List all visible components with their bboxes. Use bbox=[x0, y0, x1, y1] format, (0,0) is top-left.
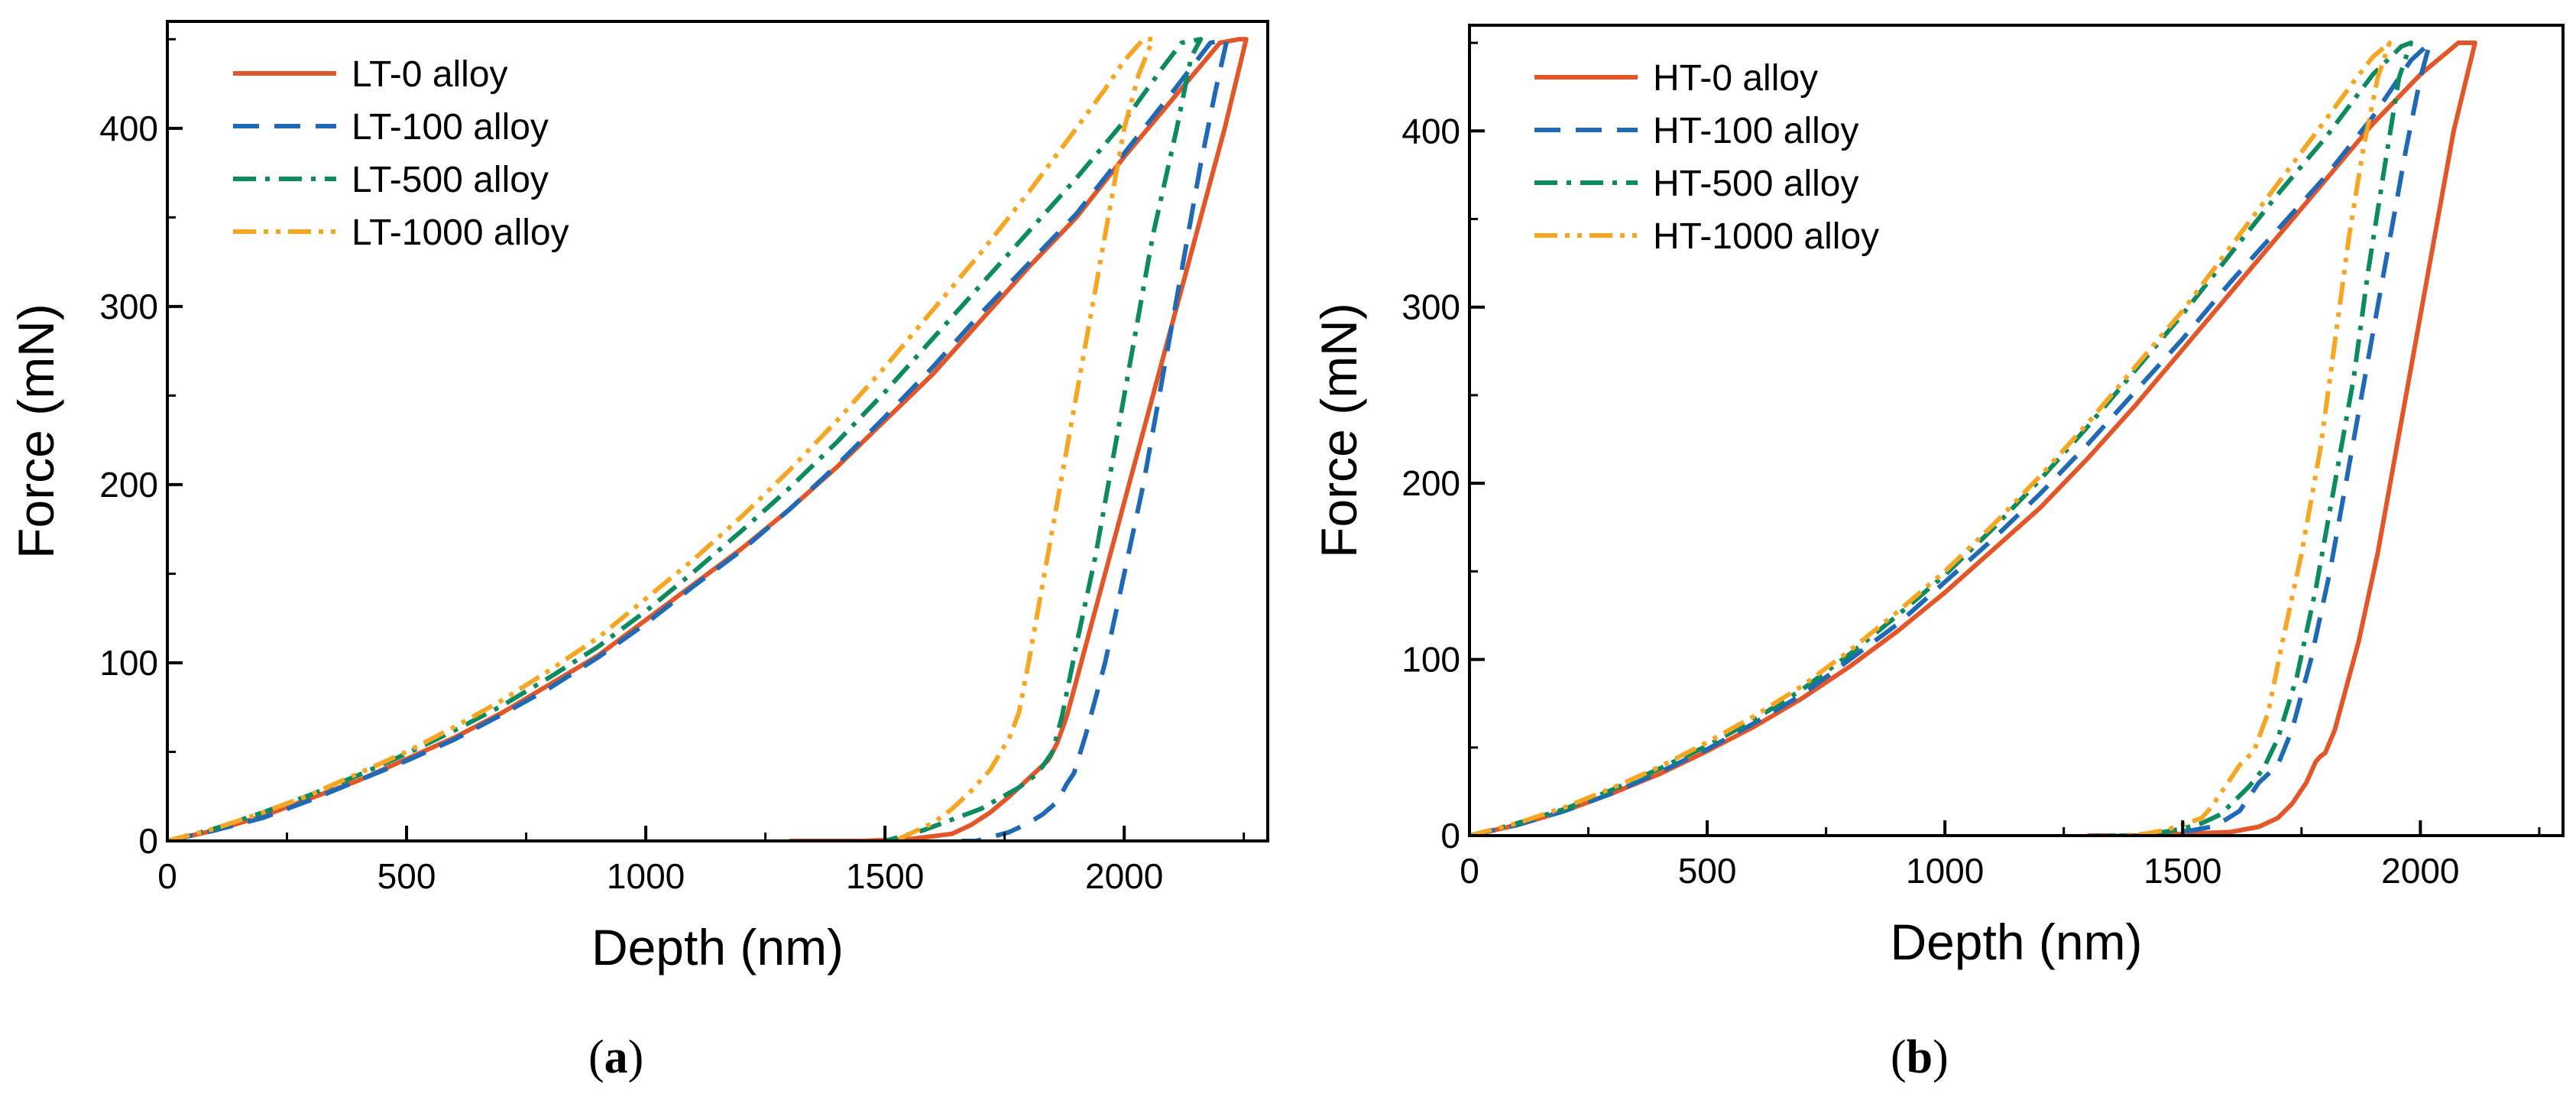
series-line-a-1 bbox=[167, 37, 1230, 841]
x-tick-label-a-3: 1500 bbox=[846, 856, 924, 896]
x-tick-label-b-0: 0 bbox=[1460, 851, 1479, 891]
legend-label-b-1: HT-100 alloy bbox=[1653, 111, 1858, 151]
caption-a-letter: a bbox=[604, 1031, 628, 1083]
legend-label-b-0: HT-0 alloy bbox=[1653, 58, 1818, 99]
chart-panel-a: 0 500 1000 1500 2000 0 100 200 300 400 Depth (nm) F… bbox=[8, 20, 1269, 976]
series-line-b-2 bbox=[1469, 41, 2413, 836]
x-tick-label-a-1: 500 bbox=[377, 856, 436, 896]
series-line-b-0 bbox=[1469, 41, 2477, 836]
series-line-a-0 bbox=[167, 37, 1249, 841]
y-axis-label-b: Force (mN) bbox=[1311, 303, 1367, 558]
caption-a: (a) bbox=[588, 1031, 644, 1083]
x-tick-label-a-0: 0 bbox=[157, 856, 177, 896]
series-line-b-3 bbox=[1469, 41, 2392, 836]
legend-label-a-2: LT-500 alloy bbox=[352, 160, 549, 200]
x-tick-label-b-3: 1500 bbox=[2143, 851, 2221, 891]
y-tick-label-b-2: 200 bbox=[1401, 463, 1460, 503]
y-tick-label-a-4: 400 bbox=[99, 109, 158, 148]
plot-frame-a bbox=[166, 20, 1269, 842]
x-tick-label-a-2: 1000 bbox=[607, 856, 685, 896]
legend-label-b-3: HT-1000 alloy bbox=[1653, 216, 1879, 257]
series-line-a-3 bbox=[167, 37, 1155, 841]
y-tick-label-a-0: 0 bbox=[138, 821, 158, 861]
legend-label-b-2: HT-500 alloy bbox=[1653, 164, 1858, 204]
plot-area-a bbox=[167, 37, 1249, 841]
legend-a: LT-0 alloy LT-100 alloy LT-500 alloy LT-100… bbox=[233, 54, 569, 253]
series-line-a-2 bbox=[167, 37, 1204, 841]
caption-b-letter: b bbox=[1906, 1031, 1933, 1083]
y-tick-label-a-1: 100 bbox=[99, 643, 158, 683]
x-tick-label-b-4: 2000 bbox=[2381, 851, 2459, 891]
plot-area-b bbox=[1469, 41, 2477, 836]
y-tick-label-b-0: 0 bbox=[1440, 816, 1460, 855]
y-tick-label-a-3: 300 bbox=[99, 287, 158, 326]
y-tick-label-b-1: 100 bbox=[1401, 640, 1460, 680]
y-tick-label-a-2: 200 bbox=[99, 465, 158, 505]
plot-frame-b bbox=[1468, 24, 2565, 837]
x-tick-label-b-1: 500 bbox=[1678, 851, 1737, 891]
y-tick-label-b-3: 300 bbox=[1401, 287, 1460, 327]
y-axis-label-a: Force (mN) bbox=[8, 304, 64, 559]
y-tick-label-b-4: 400 bbox=[1401, 111, 1460, 151]
caption-b: (b) bbox=[1891, 1031, 1949, 1083]
legend-label-a-0: LT-0 alloy bbox=[352, 54, 508, 95]
x-axis-label-a: Depth (nm) bbox=[591, 919, 844, 976]
x-axis-label-b: Depth (nm) bbox=[1890, 914, 2142, 970]
x-tick-label-b-2: 1000 bbox=[1906, 851, 1984, 891]
legend-label-a-1: LT-100 alloy bbox=[352, 107, 549, 148]
legend-b: HT-0 alloy HT-100 alloy HT-500 alloy HT-100… bbox=[1534, 58, 1879, 257]
legend-label-a-3: LT-1000 alloy bbox=[352, 213, 569, 253]
series-line-b-1 bbox=[1469, 41, 2432, 836]
x-tick-label-a-4: 2000 bbox=[1085, 856, 1163, 896]
chart-panel-b: 0 500 1000 1500 2000 0 100 200 300 400 Depth (nm) F… bbox=[1311, 24, 2565, 970]
